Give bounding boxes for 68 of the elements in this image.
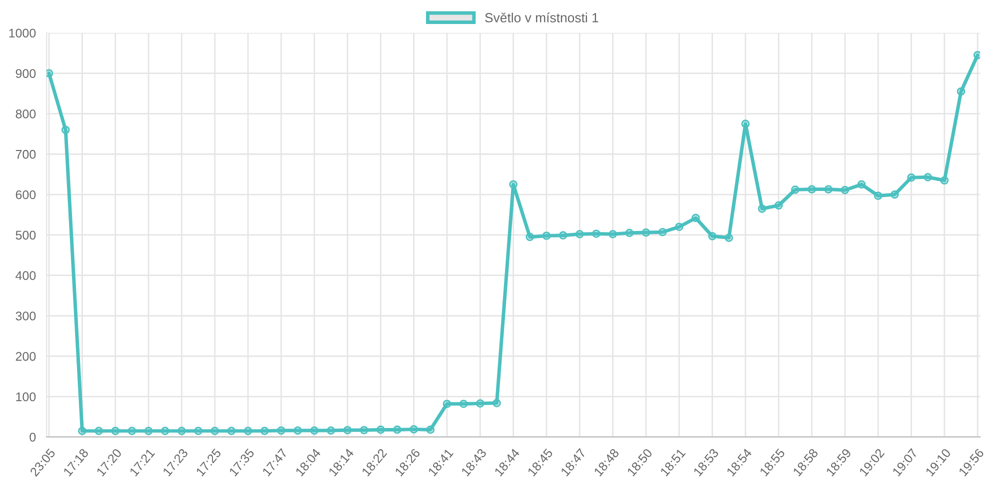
y-tick-label: 900 <box>16 69 36 78</box>
point <box>907 173 916 182</box>
point <box>758 204 766 213</box>
point <box>658 228 667 236</box>
point <box>343 426 352 434</box>
point <box>227 426 236 436</box>
point <box>874 192 882 200</box>
point <box>575 230 584 238</box>
point <box>260 426 269 436</box>
point <box>492 398 501 408</box>
point <box>476 399 484 408</box>
y-tick-label: 500 <box>16 230 36 240</box>
point <box>956 87 966 96</box>
point <box>592 230 600 238</box>
point <box>194 426 202 436</box>
point <box>724 234 734 242</box>
point <box>376 426 385 434</box>
point <box>857 180 866 189</box>
point <box>61 126 70 134</box>
point <box>774 201 783 210</box>
legend-label: Světlo v místnosti 1 <box>485 12 598 22</box>
point <box>210 426 220 436</box>
point <box>426 426 435 434</box>
y-tick-label: 1000 <box>9 28 36 38</box>
point <box>393 426 402 434</box>
point <box>608 230 617 238</box>
point <box>890 190 899 199</box>
point <box>741 120 750 128</box>
point <box>924 172 932 182</box>
point <box>277 426 286 435</box>
point <box>128 426 136 436</box>
y-tick-label: 200 <box>16 352 36 361</box>
point <box>708 232 716 240</box>
point <box>178 426 186 436</box>
point <box>326 426 336 435</box>
point <box>791 186 800 194</box>
y-tick-label: 300 <box>16 312 36 320</box>
point <box>94 426 103 436</box>
y-tick-label: 600 <box>16 190 36 200</box>
point <box>692 214 700 222</box>
y-tick-label: 400 <box>16 271 36 280</box>
point <box>144 426 153 436</box>
point <box>360 426 368 434</box>
point <box>808 185 816 194</box>
point <box>526 232 534 242</box>
y-tick-label: 800 <box>16 110 36 118</box>
y-tick-label: 700 <box>16 150 36 159</box>
point <box>940 176 949 185</box>
point <box>642 228 650 237</box>
point <box>160 426 170 436</box>
point <box>410 425 418 434</box>
point <box>509 180 518 189</box>
point <box>442 400 452 408</box>
point <box>459 400 468 408</box>
point <box>294 426 302 435</box>
point <box>78 426 86 436</box>
point <box>558 231 568 240</box>
point <box>244 426 252 436</box>
point <box>625 228 634 238</box>
point <box>111 426 120 436</box>
y-tick-label: 0 <box>30 432 36 442</box>
point <box>840 186 850 194</box>
point <box>973 50 980 60</box>
point <box>310 426 318 435</box>
point <box>542 232 551 240</box>
point <box>824 185 833 194</box>
point <box>674 222 684 232</box>
y-tick-label: 100 <box>16 392 36 402</box>
